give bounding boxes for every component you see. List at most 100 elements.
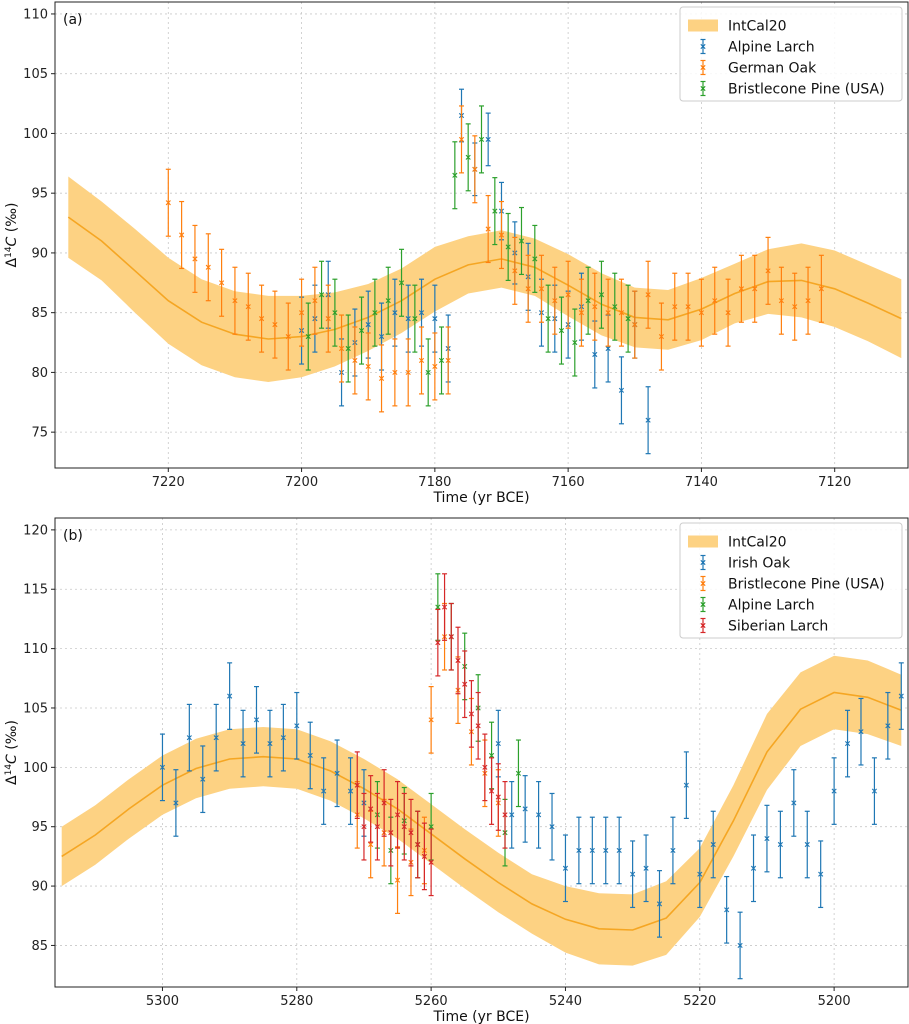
x-marker bbox=[472, 166, 478, 172]
x-marker bbox=[818, 871, 824, 877]
legend-label: Alpine Larch bbox=[728, 598, 815, 614]
legend-label: Bristlecone Pine (USA) bbox=[728, 577, 885, 593]
data-point bbox=[368, 775, 374, 843]
data-point bbox=[352, 326, 358, 395]
legend-label: German Oak bbox=[728, 61, 817, 77]
data-point bbox=[298, 278, 305, 347]
data-point bbox=[408, 798, 414, 867]
x-marker bbox=[488, 788, 495, 794]
data-point bbox=[658, 302, 665, 371]
data-point bbox=[462, 650, 468, 719]
x-marker bbox=[345, 345, 351, 352]
data-point bbox=[645, 260, 651, 329]
x-marker bbox=[394, 812, 401, 818]
x-marker bbox=[578, 310, 585, 316]
data-point bbox=[724, 875, 730, 944]
x-marker bbox=[352, 357, 358, 364]
data-point bbox=[605, 278, 611, 347]
x-marker bbox=[415, 841, 421, 848]
data-point bbox=[441, 573, 448, 641]
data-point bbox=[358, 296, 365, 365]
data-point bbox=[522, 775, 528, 843]
y-tick-label: 100 bbox=[23, 127, 48, 142]
x-marker bbox=[737, 942, 743, 949]
data-point bbox=[401, 792, 407, 861]
x-marker bbox=[485, 136, 491, 142]
data-point bbox=[435, 608, 441, 677]
legend-marker bbox=[700, 622, 706, 629]
data-point bbox=[381, 769, 387, 837]
x-marker bbox=[683, 782, 689, 788]
x-marker bbox=[192, 256, 198, 262]
data-point bbox=[777, 810, 783, 879]
x-axis-label: Time (yr BCE) bbox=[432, 1009, 529, 1024]
y-axis-label: Δ14C (‰) bbox=[4, 203, 20, 268]
data-point bbox=[378, 344, 385, 413]
data-point bbox=[428, 828, 434, 897]
legend-marker bbox=[700, 601, 706, 608]
x-marker bbox=[378, 375, 385, 381]
data-point bbox=[325, 284, 331, 353]
y-tick-label: 90 bbox=[31, 246, 48, 261]
data-point bbox=[712, 266, 718, 335]
data-point bbox=[458, 105, 465, 174]
data-point bbox=[685, 272, 691, 341]
legend-entry: IntCal20 bbox=[688, 19, 787, 35]
x-marker bbox=[576, 847, 582, 854]
x-marker bbox=[536, 812, 542, 818]
data-point bbox=[656, 870, 663, 938]
y-tick-label: 120 bbox=[23, 523, 48, 538]
legend-entry: Siberian Larch bbox=[700, 617, 828, 635]
data-point bbox=[632, 290, 638, 359]
x-marker bbox=[697, 871, 703, 877]
x-marker bbox=[618, 310, 625, 316]
data-point bbox=[630, 840, 636, 909]
data-point bbox=[558, 296, 565, 365]
data-point bbox=[818, 254, 824, 323]
data-point bbox=[186, 703, 192, 772]
data-point bbox=[338, 314, 345, 383]
data-point bbox=[192, 224, 198, 293]
x-marker bbox=[441, 604, 448, 610]
data-point bbox=[438, 326, 445, 395]
data-point bbox=[205, 233, 211, 302]
y-tick-label: 85 bbox=[31, 939, 48, 954]
data-point bbox=[616, 816, 622, 885]
data-point bbox=[394, 780, 401, 849]
x-marker bbox=[616, 847, 622, 854]
data-point bbox=[452, 141, 458, 210]
legend: IntCal20 Irish Oak Bristlecone Pine (USA) A… bbox=[679, 522, 903, 639]
data-point bbox=[232, 266, 238, 335]
legend-entry: Alpine Larch bbox=[700, 596, 815, 614]
x-marker bbox=[412, 316, 418, 322]
data-point bbox=[253, 686, 260, 754]
y-tick-label: 105 bbox=[23, 67, 48, 82]
x-marker bbox=[725, 310, 731, 316]
data-point bbox=[445, 326, 451, 395]
data-point bbox=[791, 769, 797, 837]
x-marker bbox=[645, 292, 651, 298]
x-marker bbox=[462, 681, 468, 687]
x-marker bbox=[435, 640, 441, 646]
x-marker bbox=[670, 847, 676, 854]
x-marker bbox=[432, 316, 438, 322]
x-marker bbox=[495, 794, 501, 800]
data-point bbox=[525, 254, 531, 323]
x-marker bbox=[545, 316, 551, 322]
x-marker bbox=[253, 717, 260, 723]
data-point bbox=[412, 284, 418, 353]
x-marker bbox=[240, 741, 246, 747]
data-point bbox=[428, 686, 434, 754]
data-point bbox=[245, 272, 251, 341]
legend-marker bbox=[700, 85, 706, 92]
x-marker bbox=[354, 782, 360, 788]
x-marker bbox=[778, 298, 784, 304]
data-point bbox=[898, 662, 904, 730]
data-point bbox=[385, 266, 391, 335]
data-point bbox=[752, 254, 758, 323]
data-point bbox=[536, 780, 542, 849]
legend-label: Alpine Larch bbox=[728, 40, 815, 56]
data-point bbox=[871, 757, 878, 825]
x-marker bbox=[245, 304, 251, 310]
